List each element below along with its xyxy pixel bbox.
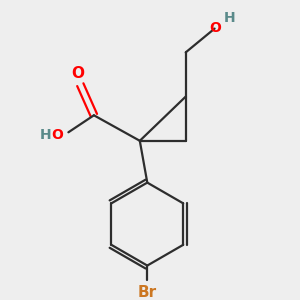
- Text: O: O: [52, 128, 64, 142]
- Text: H: H: [224, 11, 236, 25]
- Text: H: H: [40, 128, 51, 142]
- Text: O: O: [209, 21, 221, 35]
- Text: O: O: [71, 66, 84, 81]
- Text: Br: Br: [138, 285, 157, 300]
